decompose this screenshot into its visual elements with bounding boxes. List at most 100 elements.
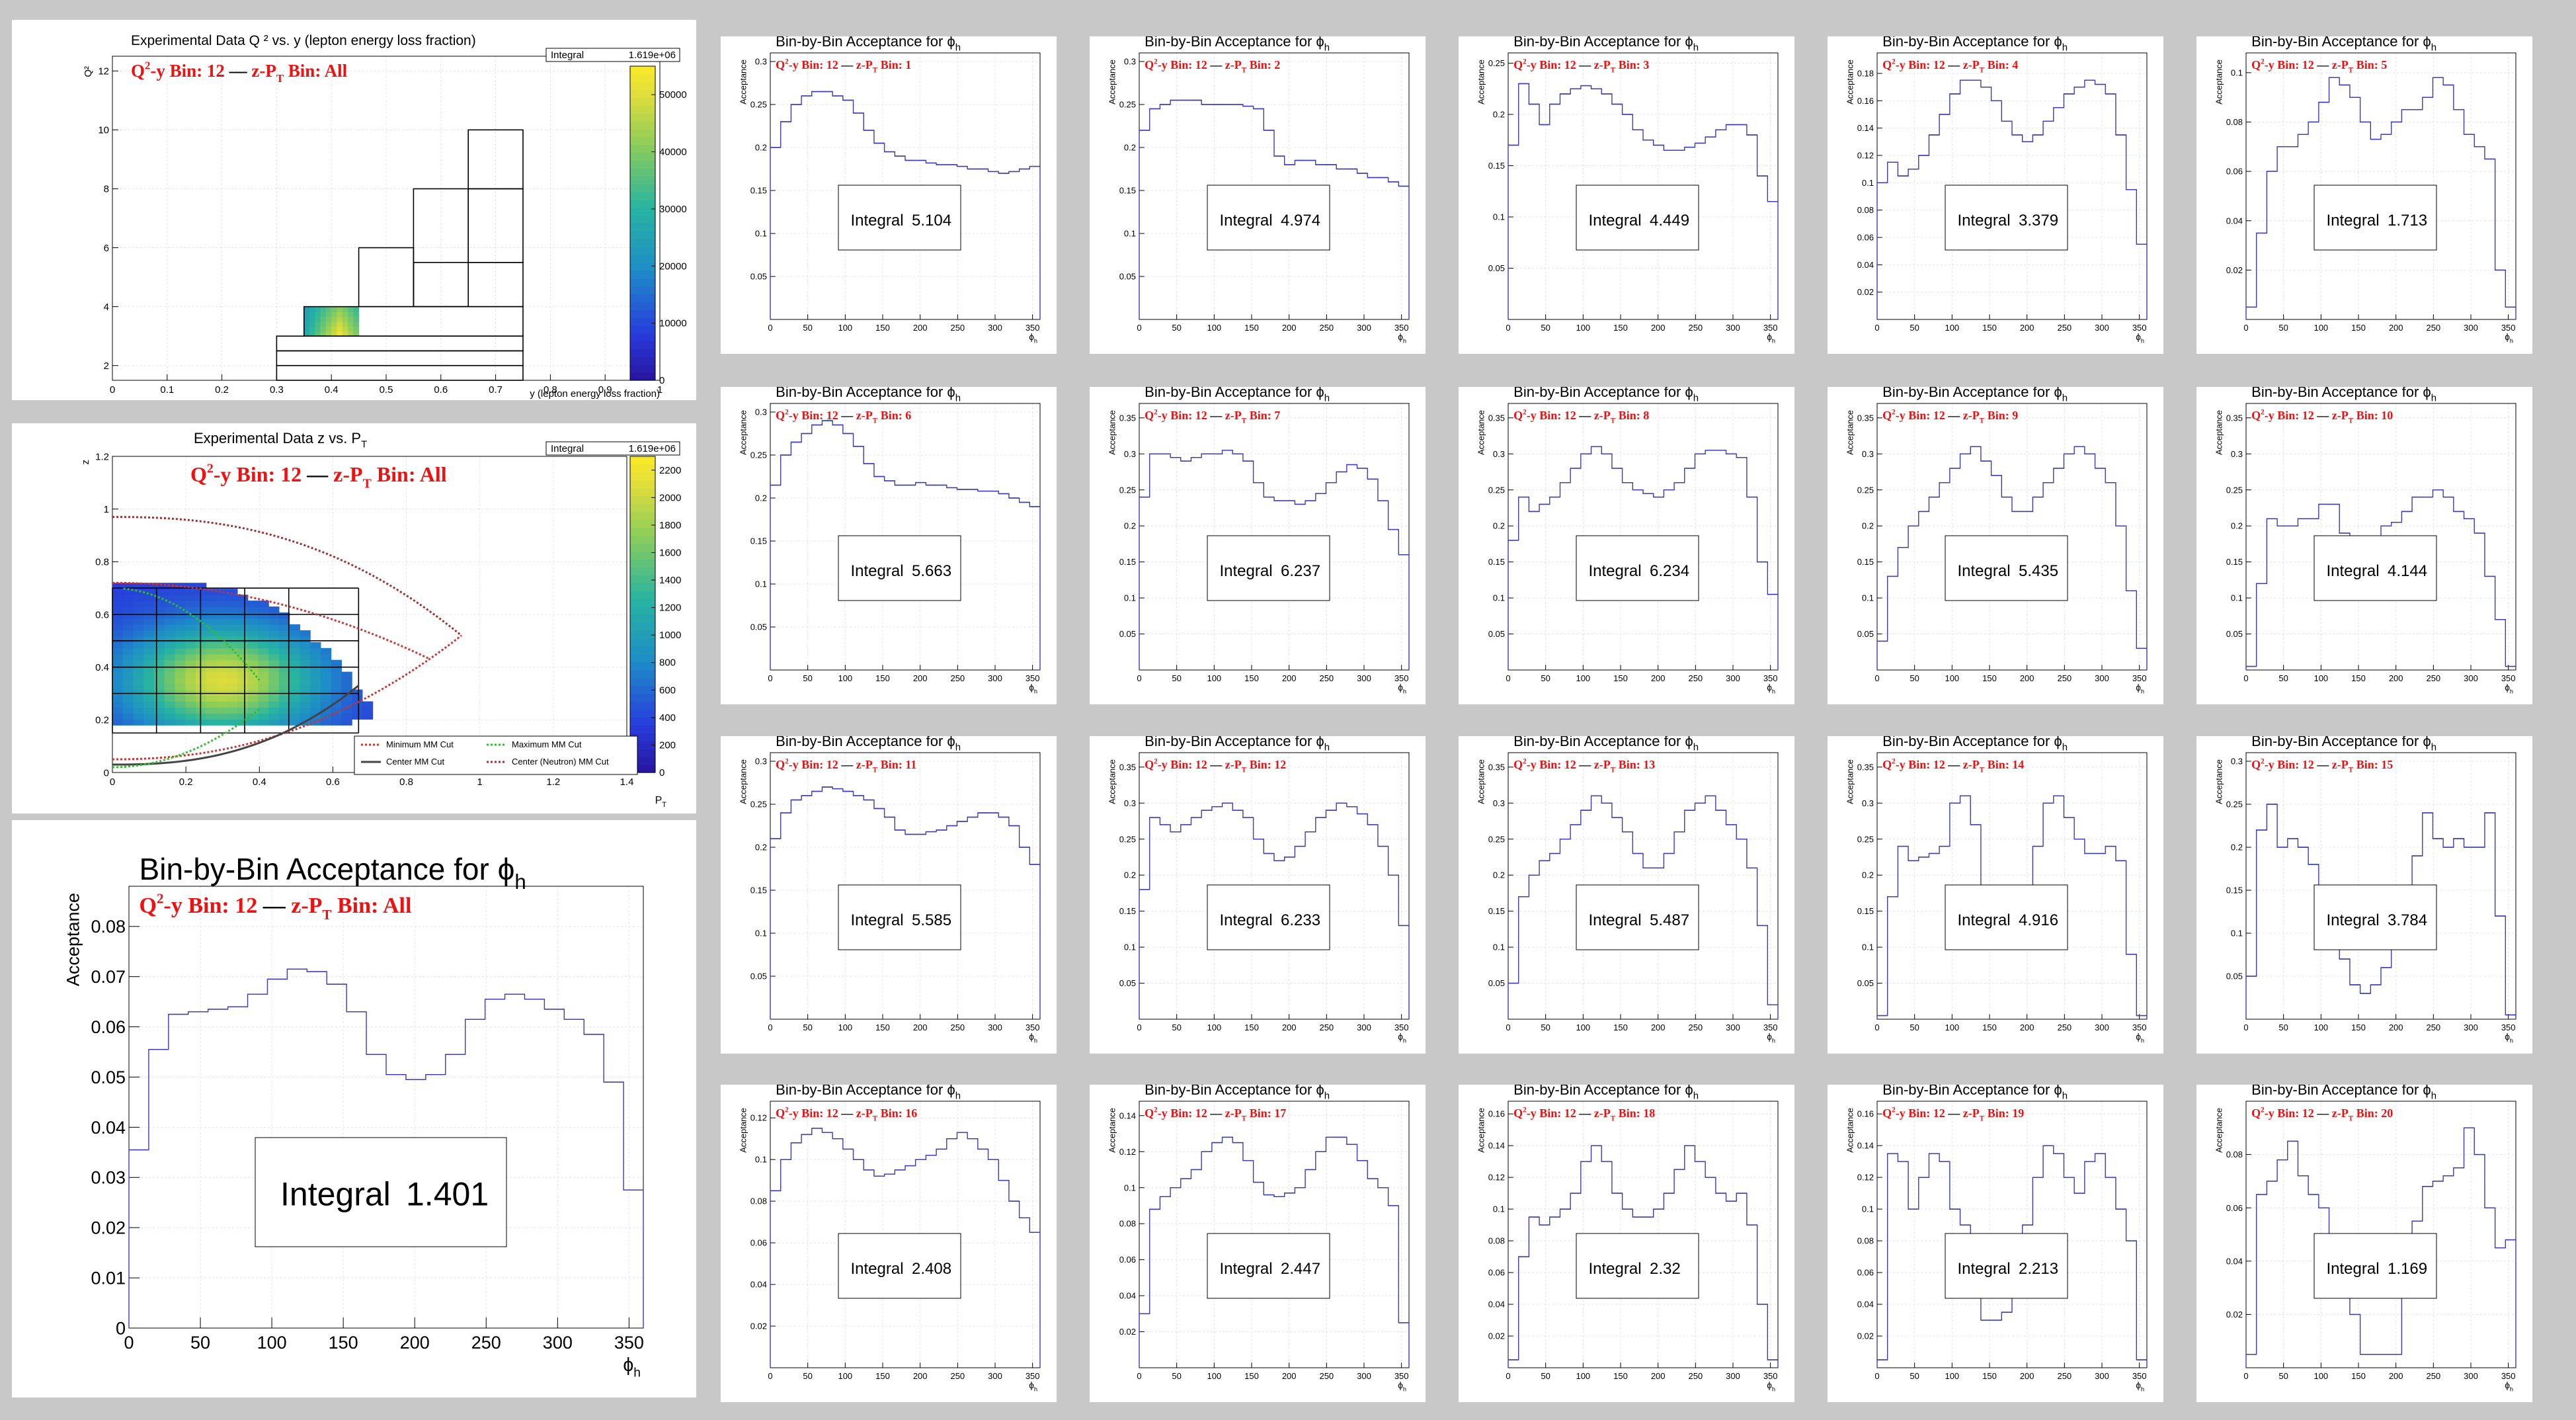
q2y-palette-cell: [630, 81, 655, 91]
acc-13-ytick-label: 0.15: [1488, 906, 1505, 916]
zpt-heat-cell: [258, 701, 269, 708]
zpt-heat-cell: [289, 719, 301, 726]
zpt-heat-cell: [133, 642, 144, 649]
q2y-heat-cell: [331, 316, 338, 322]
acc-13-xtick-label: 100: [1576, 1023, 1590, 1032]
zpt-heat-cell: [352, 689, 363, 696]
acc-15-xlabel: ϕh: [2505, 1032, 2513, 1044]
zpt-heat-cell: [258, 665, 269, 673]
acc-4-ylabel: Acceptance: [1845, 60, 1855, 104]
acc-2-xtick-label: 250: [1319, 323, 1334, 333]
zpt-heat-cell: [341, 677, 352, 685]
zpt-heat-cell: [237, 659, 249, 667]
acc-20-xtick-label: 100: [2314, 1371, 2328, 1381]
acc-2-xlabel: ϕh: [1398, 332, 1406, 344]
zpt-heat-cell: [153, 606, 165, 613]
q2y-palette-cell: [630, 294, 655, 302]
q2y-heat-cell: [337, 326, 343, 332]
zpt-heat-cell: [175, 719, 186, 726]
acc-16-bin-annotation: Q2-y Bin: 12 — z-PT Bin: 16: [776, 1106, 917, 1122]
acc-10-xlabel: ϕh: [2505, 683, 2513, 694]
zpt-heat-cell: [153, 665, 165, 673]
zpt-heat-cell: [206, 683, 218, 690]
acc-6-ytick-label: 0.05: [750, 622, 767, 632]
q2y-heat-cell: [353, 316, 360, 322]
acc-6-xlabel: ϕh: [1029, 683, 1037, 694]
zpt-heat-cell: [185, 595, 196, 601]
acc-13-ytick-label: 0.35: [1488, 762, 1505, 772]
zpt-heat-cell: [143, 595, 155, 601]
zpt-heat-cell: [310, 689, 321, 696]
zpt-palette-label: 1000: [659, 630, 681, 641]
zpt-heat-cell: [258, 653, 269, 661]
zpt-heat-cell: [352, 695, 363, 702]
acc-13-ytick-label: 0.1: [1493, 942, 1505, 952]
acc-1-xtick-label: 100: [838, 323, 852, 333]
zpt-heat-cell: [278, 671, 290, 679]
zpt-heat-cell: [185, 630, 196, 637]
acc-4-ytick-label: 0.02: [1857, 287, 1874, 297]
zpt-heat-cell: [331, 701, 342, 708]
q2y-heat-cell: [337, 316, 343, 322]
zpt-heat-cell: [237, 713, 249, 720]
zpt-heat-cell: [300, 636, 311, 643]
zpt-heat-cell: [247, 689, 259, 696]
acc-17-xtick-label: 300: [1357, 1371, 1371, 1381]
zpt-heat-cell: [206, 612, 218, 619]
acc-4-xtick-label: 150: [1982, 323, 1997, 333]
acc-12-ytick-label: 0.2: [1124, 870, 1136, 880]
zpt-xtick-label: 1: [477, 776, 483, 788]
zpt-heat-cell: [278, 713, 290, 720]
acc-4-ytick-label: 0.1: [1862, 178, 1874, 188]
zpt-palette-cell: [630, 725, 655, 733]
zpt-heat-cell: [331, 713, 342, 720]
zpt-heat-cell: [227, 647, 238, 655]
acc-19-xtick-label: 150: [1982, 1371, 1997, 1381]
acc-7-integral-value: 6.237: [1281, 562, 1320, 580]
acc-2-integral-box: [1207, 185, 1330, 251]
q2y-palette-cell: [630, 207, 655, 216]
acc-20-histogram-line: [2245, 1127, 2516, 1368]
acc-5-ytick-label: 0.04: [2226, 216, 2243, 226]
zpt-heat-cell: [164, 624, 176, 631]
acc-14-integral-label: Integral: [1958, 911, 2011, 929]
panel-z-vs-pt: 0 0.2 0.4 0.6 0.8 1 1.2 1.4 0 0.2 0.4 0.6 0.8 1 1.2 Exp…: [12, 423, 696, 814]
zpt-legend-label: Center (Neutron) MM Cut: [512, 757, 609, 767]
acc-19-xtick-label: 350: [2132, 1371, 2147, 1381]
zpt-heat-cell: [247, 624, 259, 631]
acc-8-ytick-label: 0.25: [1488, 485, 1505, 495]
zpt-heat-cell: [133, 719, 144, 726]
acc-10-ylabel: Acceptance: [2214, 410, 2224, 455]
zpt-heat-cell: [133, 659, 144, 667]
acc-20-bin-annotation: Q2-y Bin: 12 — z-PT Bin: 20: [2251, 1106, 2393, 1122]
acc-1-ytick-label: 0.15: [750, 186, 767, 196]
zpt-heat-cell: [175, 612, 186, 619]
acc-20-xlabel: ϕh: [2505, 1380, 2513, 1392]
zpt-heat-cell: [216, 719, 227, 726]
zpt-heat-cell: [268, 701, 280, 708]
zpt-heat-cell: [185, 659, 196, 667]
zpt-heat-cell: [247, 695, 259, 702]
acc-8-xtick-label: 200: [1651, 673, 1666, 683]
zpt-heat-cell: [206, 689, 218, 696]
acc-9-xtick-label: 250: [2057, 673, 2072, 683]
zpt-heat-cell: [258, 683, 269, 690]
q2y-heat-cell: [303, 306, 310, 312]
zpt-heat-cell: [216, 653, 227, 661]
zpt-heat-cell: [310, 695, 321, 702]
acc-6-xtick-label: 100: [838, 673, 852, 683]
acc-6-xtick-label: 250: [950, 673, 965, 683]
acc-9-ytick-label: 0.2: [1862, 521, 1874, 531]
acc-18-xtick-label: 200: [1651, 1371, 1666, 1381]
acc-3-xtick-label: 250: [1688, 323, 1703, 333]
q2y-xtick-label: 0.4: [325, 384, 339, 396]
acc-18-ytick-label: 0.16: [1488, 1109, 1505, 1119]
acceptance-bin-3-histogram: 0 50 100 150 200 250 300 350 0.05 0.1 0.15 0.2 0.25 B…: [1476, 33, 1779, 344]
zpt-heat-cell: [237, 606, 249, 613]
zpt-heat-cell: [185, 719, 196, 726]
zpt-heat-cell: [320, 659, 332, 667]
panel-acceptance-all: 0 50 100 150 200 250 300 350 0 0.01 0.02 0.03 0.04 0.…: [12, 820, 696, 1398]
zpt-heat-cell: [175, 701, 186, 708]
q2y-heat-cell: [348, 316, 354, 322]
acc-19-integral-value: 2.213: [2019, 1260, 2058, 1278]
